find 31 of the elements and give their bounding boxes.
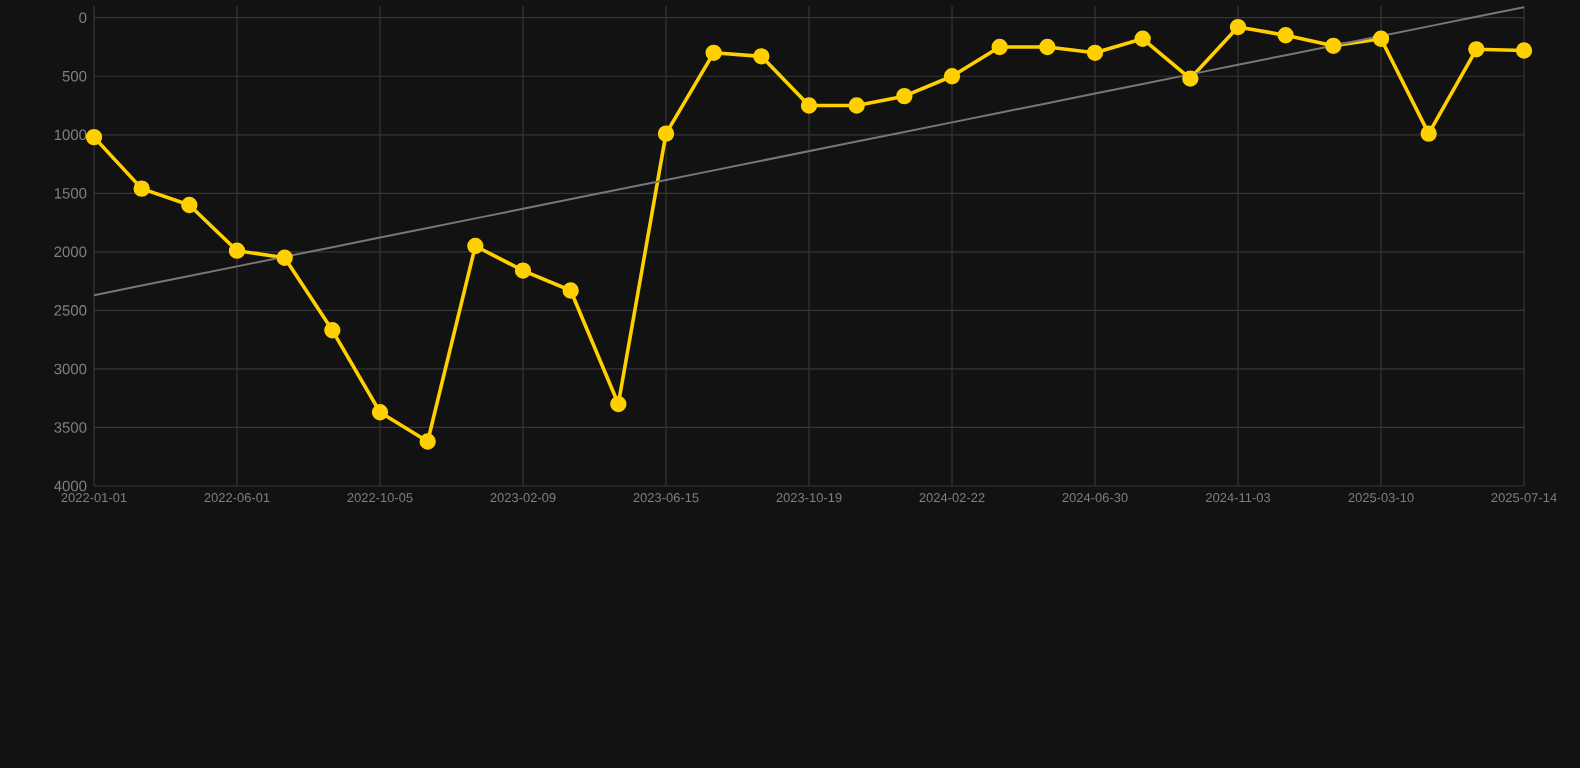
point xyxy=(1229,18,1247,36)
point xyxy=(1039,38,1056,56)
point xyxy=(419,433,436,450)
point xyxy=(276,249,293,266)
point xyxy=(1182,70,1199,87)
point xyxy=(371,404,389,421)
point xyxy=(657,125,675,142)
point xyxy=(991,38,1008,56)
point xyxy=(896,87,913,105)
point xyxy=(1325,37,1342,54)
point xyxy=(705,44,722,61)
point xyxy=(1515,42,1533,59)
point xyxy=(1468,41,1485,58)
point xyxy=(85,128,103,146)
point xyxy=(467,237,484,255)
point xyxy=(514,262,532,279)
point xyxy=(133,180,150,197)
point xyxy=(610,395,627,413)
point xyxy=(800,97,818,114)
point xyxy=(943,68,961,85)
point xyxy=(1277,27,1294,44)
point xyxy=(324,322,341,339)
point xyxy=(1372,30,1390,47)
point xyxy=(848,97,865,114)
point xyxy=(1134,30,1151,47)
point xyxy=(181,196,198,214)
point xyxy=(228,242,246,259)
point xyxy=(562,282,579,299)
point xyxy=(1086,44,1104,61)
point xyxy=(753,48,770,65)
point xyxy=(1420,125,1437,142)
